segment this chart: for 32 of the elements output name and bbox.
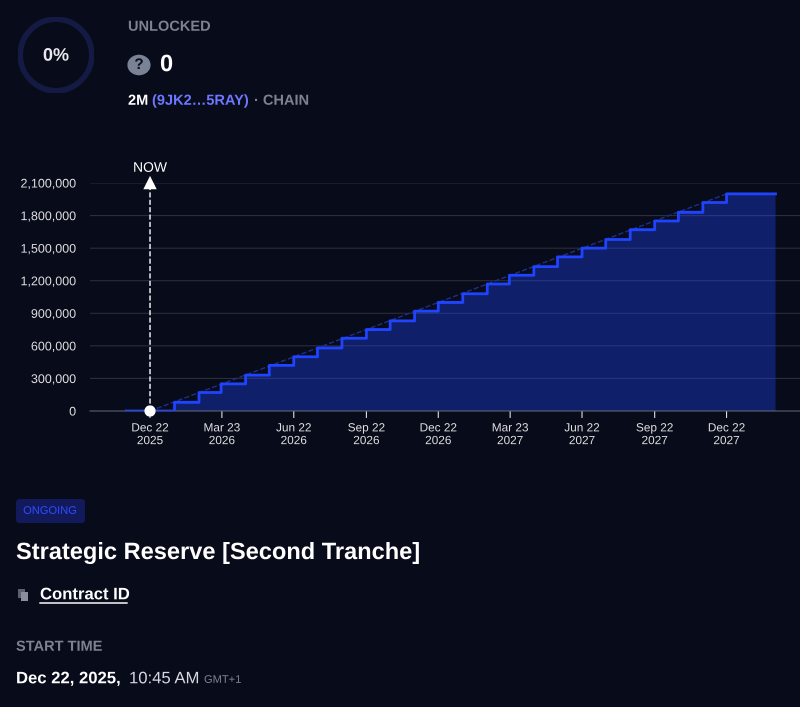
text: Contract ID [40,588,130,600]
x-tick-label: Dec 22 2027 [708,423,745,444]
x-tick-label: Sep 22 2027 [636,423,673,444]
x-tick-label: Mar 23 2027 [492,423,528,444]
text: ONGOING [24,506,76,514]
y-tick-label: 1,500,000 [21,244,76,254]
text: 0 [160,54,172,72]
x-tick-label: Dec 22 2026 [420,423,456,444]
text: START TIME [16,640,102,651]
y-tick-label: 1,800,000 [21,211,76,222]
text: ? [135,58,143,69]
x-tick-label: Dec 22 2025 [132,423,168,444]
text: UNLOCKED [128,20,210,31]
y-tick-label: 600,000 [32,342,76,352]
x-tick-label: Sep 22 2026 [348,423,385,444]
text: · CHAIN [255,94,308,105]
x-tick-label: Jun 22 2027 [564,423,600,444]
ref-line-label: NOW [134,162,167,172]
text: 0% [44,48,69,61]
text: 10:45 AM [130,672,198,684]
text: Dec 22, 2025, [17,672,120,686]
y-tick-label: 900,000 [32,309,76,320]
y-tick-label: 0 [70,406,76,416]
x-tick-label: Jun 22 2026 [276,423,311,444]
text: (9JK2…5RAY) [152,94,248,108]
text: Strategic Reserve [Second Tranche] [16,542,419,564]
y-tick-label: 2,100,000 [21,178,76,190]
text: 2M [128,94,148,105]
y-tick-label: 300,000 [31,374,76,385]
y-tick-label: 1,200,000 [21,276,76,287]
text: GMT+1 [204,675,241,683]
x-tick-label: Mar 23 2026 [204,423,240,444]
